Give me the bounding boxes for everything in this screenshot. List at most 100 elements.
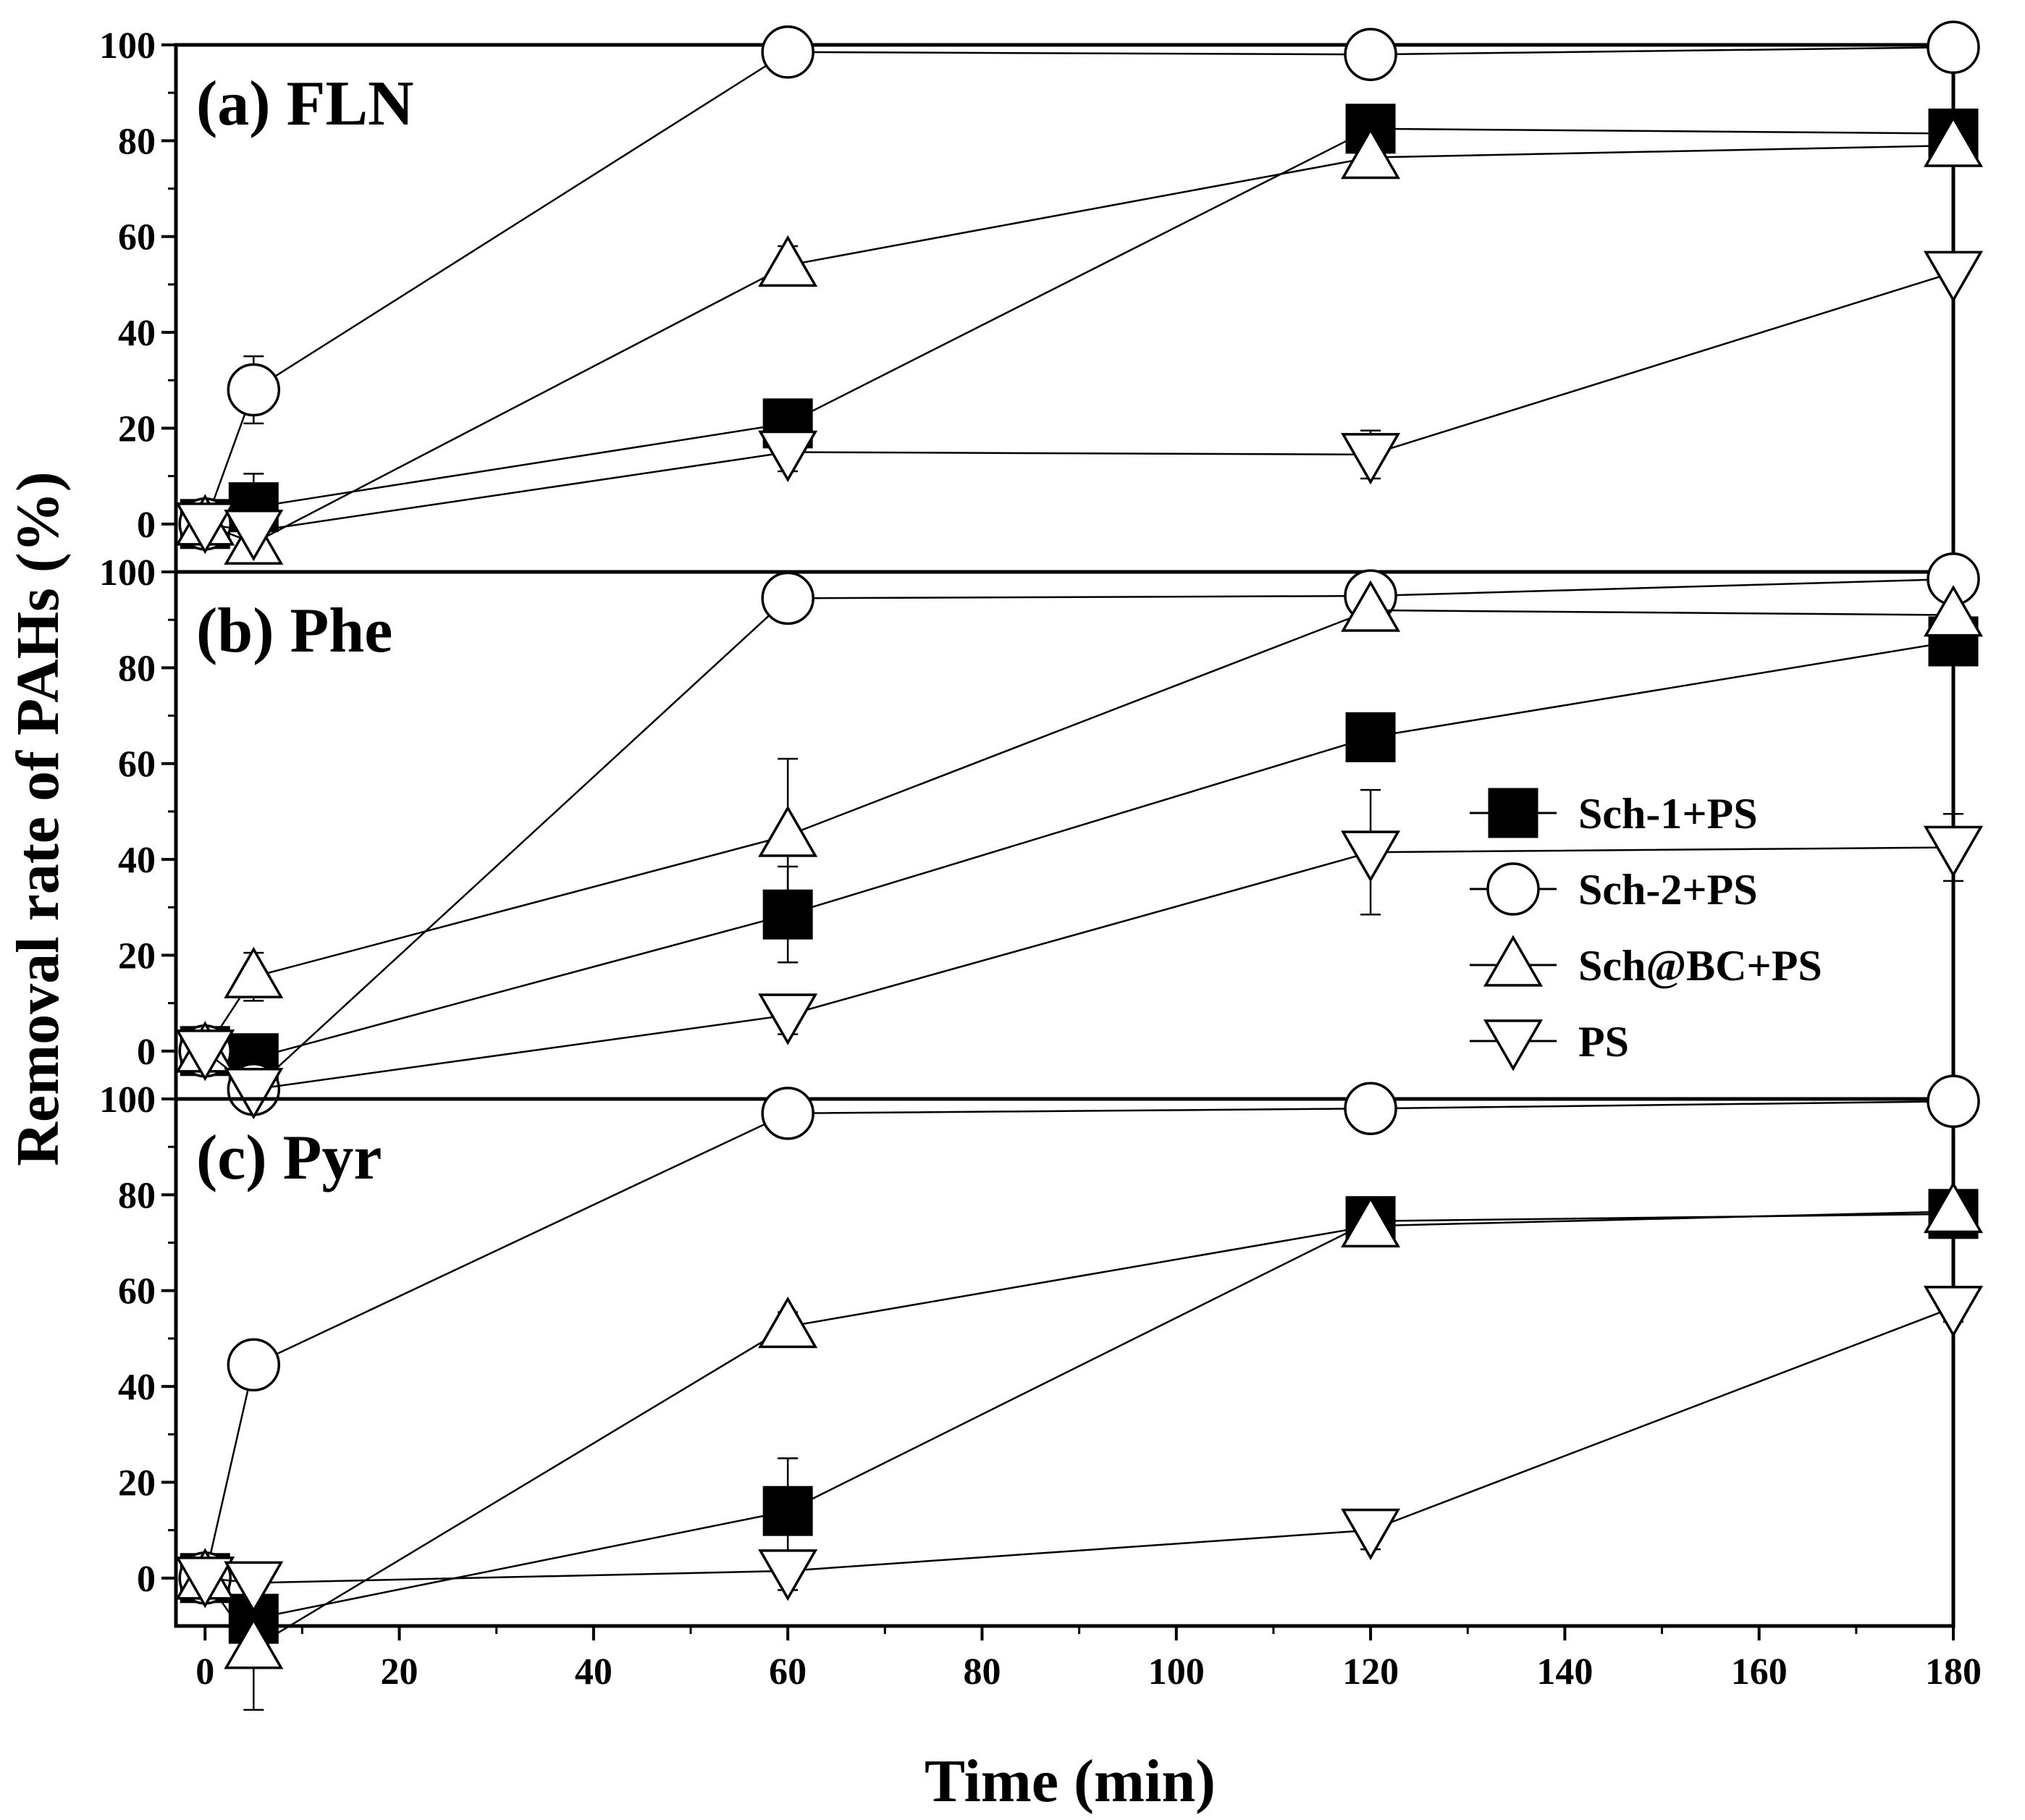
data-point	[1341, 127, 1401, 180]
legend-item: Sch-1+PS	[1470, 788, 1758, 838]
y-tick-label: 40	[118, 1367, 156, 1408]
data-point	[227, 1338, 281, 1392]
data-point	[1344, 1082, 1397, 1135]
y-tick-label: 100	[99, 552, 156, 594]
series-sch-bc-ps	[175, 115, 1984, 565]
data-point	[175, 1556, 235, 1609]
x-tick-label: 160	[1731, 1651, 1788, 1693]
data-point	[1341, 580, 1401, 632]
panel-title: (c) Pyr	[196, 1123, 382, 1193]
data-point	[758, 805, 818, 857]
series-line	[204, 127, 1954, 525]
series-line	[205, 271, 1954, 533]
data-point	[761, 571, 814, 625]
y-tick-label: 60	[118, 1271, 156, 1313]
data-point	[1341, 1508, 1401, 1561]
y-tick-label: 80	[118, 121, 156, 162]
y-tick-label: 40	[118, 840, 156, 881]
legend: Sch-1+PS Sch-2+PS Sch@BC+PS PS	[1470, 788, 1822, 1071]
legend-marker	[1483, 1019, 1544, 1071]
data-point	[758, 1296, 818, 1349]
legend-marker	[1486, 862, 1540, 916]
x-tick-label: 20	[381, 1651, 418, 1693]
data-point	[224, 1617, 284, 1669]
x-tick-label: 120	[1342, 1651, 1399, 1693]
y-axis-title: Removal rate of PAHs (%)	[4, 471, 72, 1166]
data-point	[1341, 433, 1401, 485]
y-tick-label: 20	[118, 408, 156, 450]
panel-title: (a) FLN	[196, 69, 414, 139]
x-axis: 0 20 40 60 80 100 120 140 160 180	[195, 1626, 1982, 1693]
data-point	[1927, 1074, 1980, 1129]
series-sch-1-ps	[180, 1189, 1979, 1644]
data-point	[761, 1087, 814, 1140]
data-point	[175, 502, 235, 555]
series-line	[204, 1210, 1954, 1649]
y-tick-label: 60	[118, 217, 156, 258]
data-point	[1923, 1286, 1984, 1338]
x-tick-label: 40	[575, 1651, 612, 1693]
y-tick-label: 20	[118, 1462, 156, 1504]
y-tick-label: 0	[137, 1559, 156, 1600]
series-line	[204, 1213, 1954, 1620]
y-tick-label: 80	[118, 648, 156, 689]
panel-3: 0 20 40 60 80 100 (c) Pyr	[99, 1074, 1984, 1711]
plot-frame	[174, 43, 1955, 574]
y-tick-label: 100	[99, 25, 156, 67]
y-tick-label: 80	[118, 1175, 156, 1216]
y-tick-label: 0	[137, 1032, 156, 1073]
x-tick-label: 0	[195, 1651, 214, 1693]
series-line	[204, 144, 1954, 544]
data-point	[762, 1486, 813, 1536]
data-point	[1344, 28, 1397, 81]
x-tick-label: 140	[1536, 1651, 1593, 1693]
series-ps	[175, 1286, 1984, 1613]
panel-2: 0 20 40 60 80 100 (b) Phe	[99, 552, 1984, 1120]
series-ps	[175, 788, 1984, 1120]
data-point	[761, 25, 814, 79]
series-line	[204, 1100, 1954, 1579]
legend-marker	[1488, 788, 1538, 838]
data-point	[1923, 1181, 1984, 1234]
data-point	[758, 993, 818, 1045]
data-point	[1345, 712, 1396, 762]
data-point	[224, 1561, 284, 1613]
legend-marker	[1483, 935, 1544, 987]
data-point	[224, 509, 284, 562]
x-tick-label: 180	[1925, 1651, 1982, 1693]
legend-item: PS	[1470, 1018, 1629, 1071]
x-tick-label: 80	[963, 1651, 1001, 1693]
data-point	[1927, 20, 1980, 75]
y-tick-label: 100	[99, 1079, 156, 1121]
panel-title: (b) Phe	[196, 596, 392, 666]
series-sch-1-ps	[180, 104, 1979, 549]
y-tick-label: 0	[137, 505, 156, 546]
data-point	[1923, 825, 1984, 878]
series-line	[205, 1306, 1954, 1584]
legend-item: Sch@BC+PS	[1470, 935, 1822, 990]
data-point	[758, 430, 818, 483]
plot-frame	[174, 1097, 1955, 1628]
y-tick-label: 40	[118, 313, 156, 354]
y-tick-label: 60	[118, 744, 156, 785]
x-tick-label: 60	[769, 1651, 807, 1693]
x-tick-label: 100	[1148, 1651, 1205, 1693]
legend-label: PS	[1578, 1018, 1629, 1066]
y-tick-label: 20	[118, 935, 156, 977]
data-point	[1923, 585, 1984, 637]
series-ps	[175, 250, 1984, 562]
data-point	[224, 1068, 284, 1120]
panel-1: 0 20 40 60 80 100 (a) FLN	[99, 20, 1984, 574]
panels: 0 20 40 60 80 100 (a) FLN 0 20 40 60 80 100 (b) Phe 0 2…	[99, 20, 1984, 1711]
legend-item: Sch-2+PS	[1470, 862, 1758, 916]
data-point	[758, 235, 818, 287]
legend-label: Sch-2+PS	[1578, 866, 1758, 914]
legend-label: Sch@BC+PS	[1578, 942, 1822, 990]
data-point	[1923, 115, 1984, 167]
data-point	[227, 363, 281, 417]
data-point	[224, 946, 284, 998]
data-point	[1341, 1195, 1401, 1248]
data-point	[1341, 830, 1401, 882]
data-point	[175, 1029, 235, 1082]
